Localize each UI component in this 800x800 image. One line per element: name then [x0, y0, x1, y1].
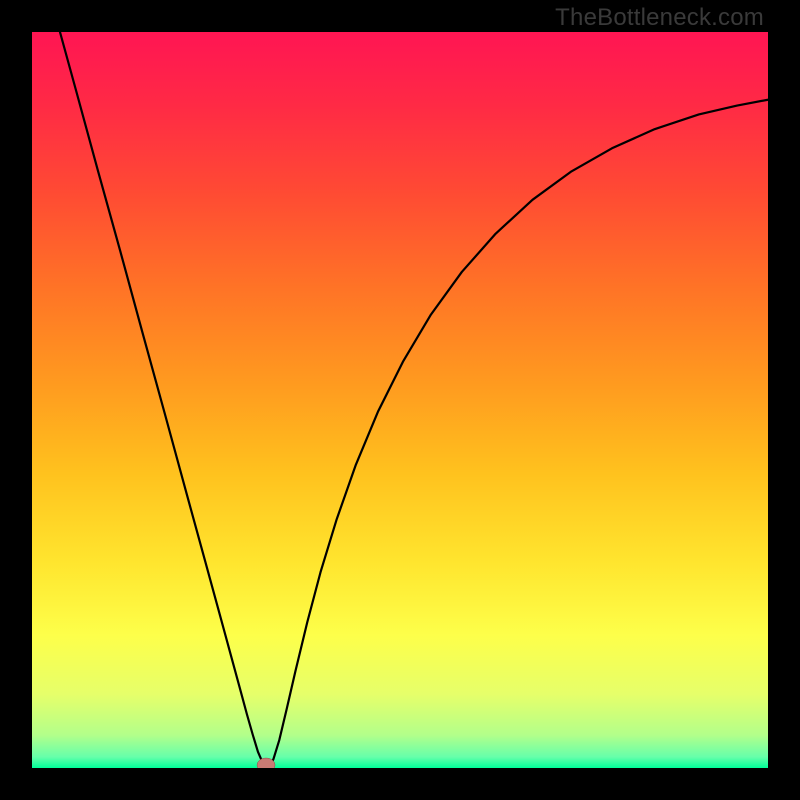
curve-layer — [32, 32, 768, 768]
bottleneck-curve — [60, 32, 768, 768]
plot-area — [32, 32, 768, 768]
watermark-text: TheBottleneck.com — [555, 4, 764, 32]
chart-frame: TheBottleneck.com — [0, 0, 800, 800]
